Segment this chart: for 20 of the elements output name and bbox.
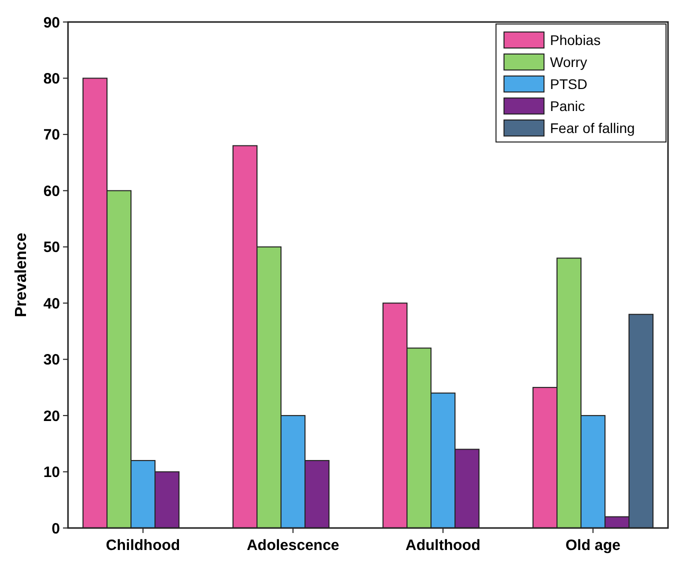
legend-label: Panic [550,98,586,114]
y-tick-label: 30 [43,352,60,369]
legend-label: Phobias [550,32,601,48]
y-tick-label: 40 [43,295,60,312]
legend-label: Worry [550,54,588,70]
y-tick-label: 50 [43,239,60,256]
x-tick-label: Adulthood [406,537,480,554]
y-tick-label: 90 [43,14,60,32]
y-tick-label: 60 [43,182,60,200]
y-tick-label: 80 [43,70,60,88]
x-tick-label: Childhood [106,537,180,554]
y-axis-title: Prevalence [13,232,30,318]
x-tick-label: Old age [565,537,621,554]
legend-label: Fear of falling [550,120,635,136]
y-tick-label: 70 [43,126,60,144]
x-tick-label: Adolescence [246,537,340,554]
y-tick-label: 20 [43,408,60,425]
legend-label: PTSD [550,76,588,92]
y-tick-label: 0 [52,520,60,538]
y-tick-label: 10 [43,464,60,482]
